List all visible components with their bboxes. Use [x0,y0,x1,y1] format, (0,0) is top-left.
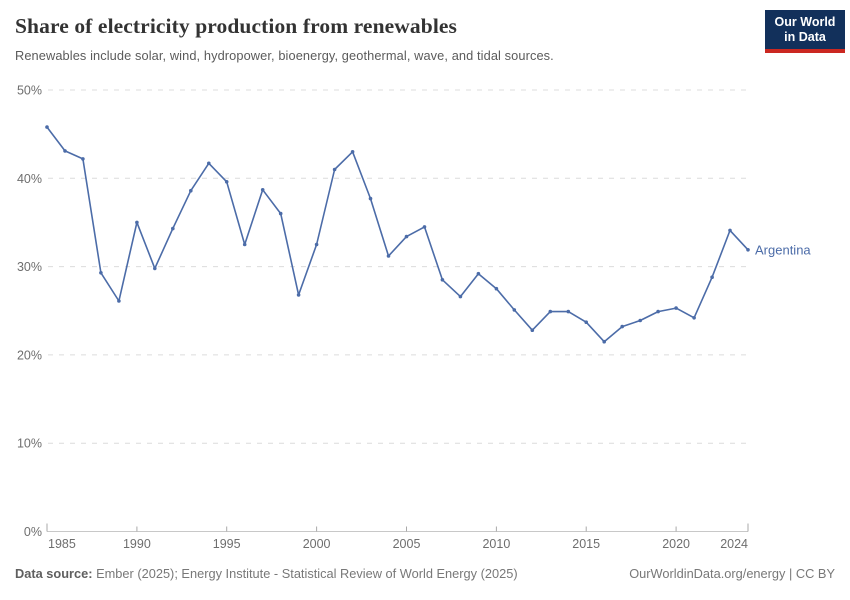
data-point [710,275,714,280]
x-tick-label: 1985 [48,537,76,551]
data-point [638,318,642,323]
data-point [153,266,157,271]
x-tick-label: 1995 [213,537,241,551]
data-point [746,248,750,252]
data-point [224,180,229,184]
x-tick-label: 2024 [720,537,748,551]
data-point [656,309,660,314]
chart-subtitle: Renewables include solar, wind, hydropow… [15,48,554,63]
x-tick-label: 2000 [303,537,331,551]
y-tick-label: 10% [17,437,42,451]
y-tick-label: 0% [24,525,42,539]
y-tick-label: 40% [17,172,42,186]
x-tick-label: 2010 [482,537,510,551]
owid-logo-line1: Our World [774,14,836,29]
data-source-label: Data source: [15,566,93,581]
data-point [728,228,732,233]
data-point [117,299,121,303]
attribution: OurWorldinData.org/energy | CC BY [629,566,835,581]
chart-title: Share of electricity production from ren… [15,14,457,38]
data-point [548,309,553,314]
x-tick-label: 1990 [123,537,151,551]
data-point [135,220,139,225]
data-point [368,196,373,201]
series-line-argentina [46,126,749,343]
x-tick-label: 2020 [662,537,690,551]
y-tick-label: 50% [17,84,42,98]
data-point [242,242,247,247]
data-point [584,320,588,325]
data-point [63,149,67,153]
license-link[interactable]: CC BY [795,566,835,581]
data-point [260,188,265,192]
owid-logo: Our World in Data [765,10,845,53]
data-point [494,286,499,291]
chart-footer: Data source: Ember (2025); Energy Instit… [15,566,835,581]
data-point [440,278,445,282]
data-point [458,294,463,299]
data-point [296,293,301,297]
attribution-separator: | [785,566,796,581]
data-point [530,328,535,333]
data-point [332,167,337,172]
data-point [189,188,193,193]
data-point [674,306,678,310]
data-point [278,211,283,216]
data-point [512,308,517,312]
data-point [386,254,391,258]
data-source-text: Ember (2025); Energy Institute - Statist… [92,566,518,581]
data-point [620,324,624,329]
data-point [171,226,175,231]
data-point [692,316,696,320]
data-point [99,271,103,275]
site-link[interactable]: OurWorldinData.org/energy [629,566,786,581]
y-tick-label: 20% [17,348,42,362]
chart-header: Share of electricity production from ren… [15,14,750,63]
data-point [45,125,49,129]
series-label: Argentina [755,242,811,257]
data-point [207,161,211,166]
data-point [404,234,409,239]
owid-logo-line2: in Data [784,29,826,44]
data-point [314,242,319,247]
data-point [566,309,571,314]
y-tick-label: 30% [17,260,42,274]
data-point [476,271,481,276]
data-source-note: Data source: Ember (2025); Energy Instit… [15,566,518,581]
data-point [350,150,355,154]
x-tick-label: 2015 [572,537,600,551]
data-point [602,339,606,344]
data-point [422,225,427,229]
data-point [81,157,85,161]
x-tick-label: 2005 [393,537,421,551]
